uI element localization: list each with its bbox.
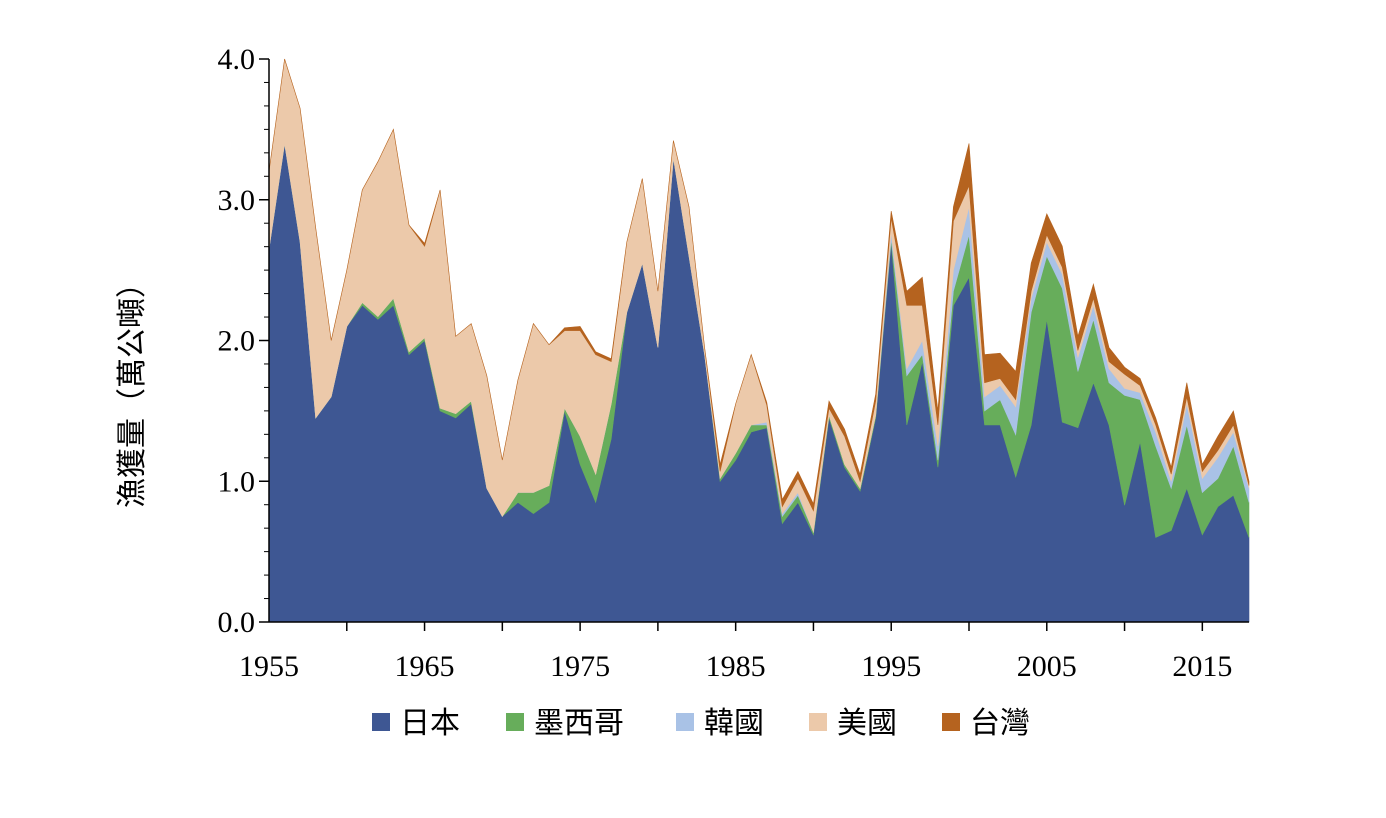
legend-swatch [372, 713, 390, 731]
legend-swatch [942, 713, 960, 731]
legend: 日本 墨西哥 韓國 美國 台灣 [372, 706, 1030, 741]
legend-label: 美國 [837, 706, 897, 741]
legend-swatch [506, 713, 524, 731]
x-tick-label: 1975 [550, 650, 610, 683]
y-tick-label: 2.0 [218, 325, 256, 358]
area-layers [268, 58, 1250, 623]
legend-swatch [809, 713, 827, 731]
x-tick-label: 1955 [239, 650, 299, 683]
legend-label: 台灣 [970, 706, 1030, 741]
y-axis-ticks: 0.0 1.0 2.0 3.0 4.0 [218, 43, 269, 639]
y-tick-label: 0.0 [218, 606, 256, 639]
legend-label: 日本 [400, 706, 460, 741]
legend-swatch [676, 713, 694, 731]
x-tick-label: 2015 [1172, 650, 1232, 683]
y-axis-title: 漁獲量（萬公噸） [115, 268, 150, 508]
area-series-4 [268, 58, 1250, 512]
legend-label: 韓國 [704, 706, 764, 741]
y-tick-label: 4.0 [218, 43, 256, 76]
x-tick-label: 1985 [706, 650, 766, 683]
x-tick-label: 1995 [861, 650, 921, 683]
x-tick-label: 1965 [395, 650, 455, 683]
axes: 0.0 1.0 2.0 3.0 4.0 1955 1965 1975 1985 1995 2005… [218, 43, 1249, 683]
y-tick-label: 3.0 [218, 184, 256, 217]
x-tick-label: 2005 [1017, 650, 1077, 683]
y-tick-label: 1.0 [218, 465, 256, 498]
x-axis-ticks: 1955 1965 1975 1985 1995 2005 2015 [239, 622, 1232, 683]
legend-label: 墨西哥 [534, 706, 624, 741]
